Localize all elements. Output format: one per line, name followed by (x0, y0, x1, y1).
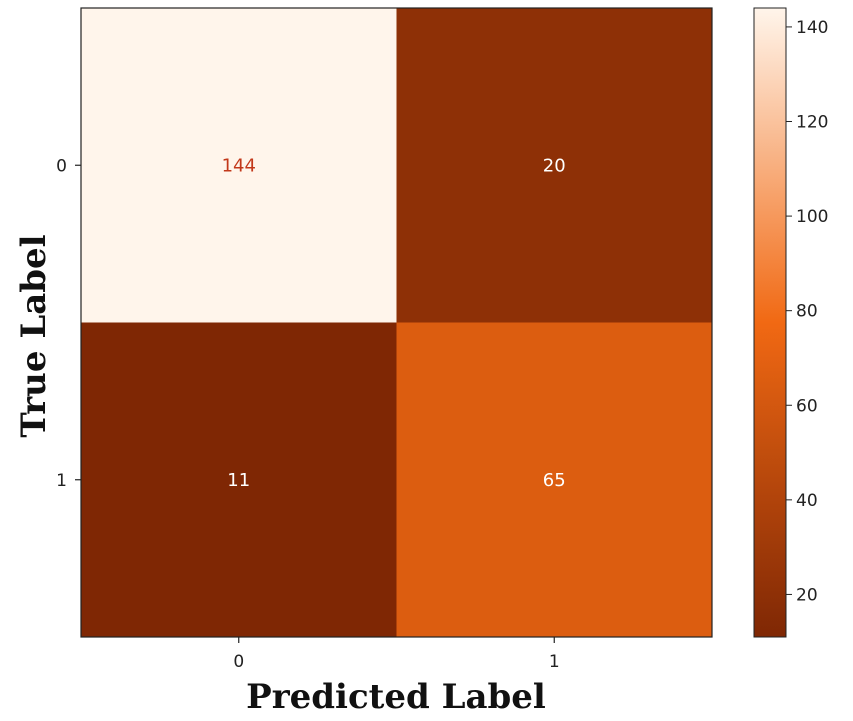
x-tick-label: 1 (549, 652, 560, 672)
colorbar-tick-label: 20 (796, 585, 818, 605)
heatmap-cell (81, 8, 397, 323)
colorbar-tick-label: 120 (796, 113, 828, 133)
heatmap-cell (396, 322, 712, 637)
colorbar (753, 7, 787, 638)
heatmap-cells: 144 20 11 65 (81, 8, 712, 637)
y-tick-label: 1 (56, 471, 67, 491)
colorbar-tick-label: 60 (796, 396, 818, 416)
colorbar-tick-label: 140 (796, 18, 828, 38)
y-tick-label: 0 (56, 156, 67, 176)
cell-value-label: 20 (543, 155, 566, 176)
colorbar-tick-label: 80 (796, 302, 818, 322)
colorbar-tick-label: 100 (796, 207, 828, 227)
colorbar-tick-label: 40 (796, 491, 818, 511)
y-axis-title: True Label (14, 234, 54, 437)
plot-frame (80, 7, 713, 638)
heatmap-cell (396, 8, 712, 323)
x-axis-title: Predicted Label (246, 677, 546, 717)
cell-value-label: 144 (222, 155, 256, 176)
cell-value-label: 11 (227, 470, 250, 491)
x-tick-label: 0 (233, 652, 244, 672)
cell-value-label: 65 (543, 470, 566, 491)
colorbar-axis: 20 40 60 80 100 120 140 (786, 18, 828, 605)
y-axis: 01 (56, 156, 81, 491)
heatmap-cell (81, 322, 397, 637)
